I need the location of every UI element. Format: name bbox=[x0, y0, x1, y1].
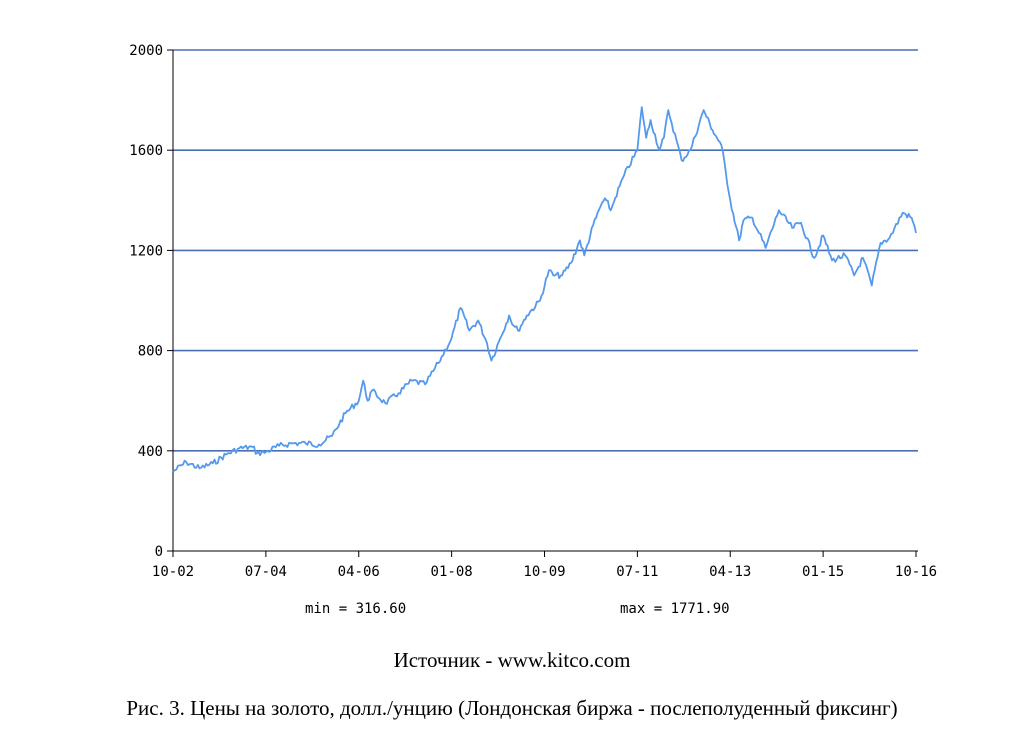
x-tick-label: 07-04 bbox=[245, 564, 287, 580]
y-tick-label: 1600 bbox=[129, 143, 163, 159]
x-tick-label: 10-16 bbox=[895, 564, 937, 580]
x-tick-label: 07-11 bbox=[616, 564, 658, 580]
y-tick-label: 800 bbox=[138, 344, 163, 360]
x-tick-label: 01-15 bbox=[802, 564, 844, 580]
axis-layer bbox=[167, 49, 918, 557]
gold-price-line bbox=[172, 106, 917, 473]
figure-caption: Рис. 3. Цены на золото, долл./унцию (Лон… bbox=[126, 696, 898, 720]
label-layer: 0 400 800 1200 1600 2000 10-02 07-04 04-06 01-08 1… bbox=[129, 43, 937, 580]
x-tick-label: 10-02 bbox=[152, 564, 194, 580]
x-tick-label: 01-08 bbox=[431, 564, 473, 580]
y-tick-label: 400 bbox=[138, 444, 163, 460]
y-tick-label: 0 bbox=[155, 544, 163, 560]
gold-price-chart: 0 400 800 1200 1600 2000 10-02 07-04 04-06 01-08 1… bbox=[129, 43, 937, 617]
x-tick-label: 10-09 bbox=[523, 564, 565, 580]
min-stat-label: min = 316.60 bbox=[305, 601, 406, 617]
y-tick-label: 2000 bbox=[129, 43, 163, 59]
x-tick-label: 04-13 bbox=[709, 564, 751, 580]
source-text: Источник - www.kitco.com bbox=[393, 648, 631, 672]
max-stat-label: max = 1771.90 bbox=[620, 601, 730, 617]
grid-layer bbox=[173, 49, 918, 452]
x-tick-label: 04-06 bbox=[338, 564, 380, 580]
y-tick-label: 1200 bbox=[129, 243, 163, 259]
series-layer bbox=[172, 106, 917, 473]
